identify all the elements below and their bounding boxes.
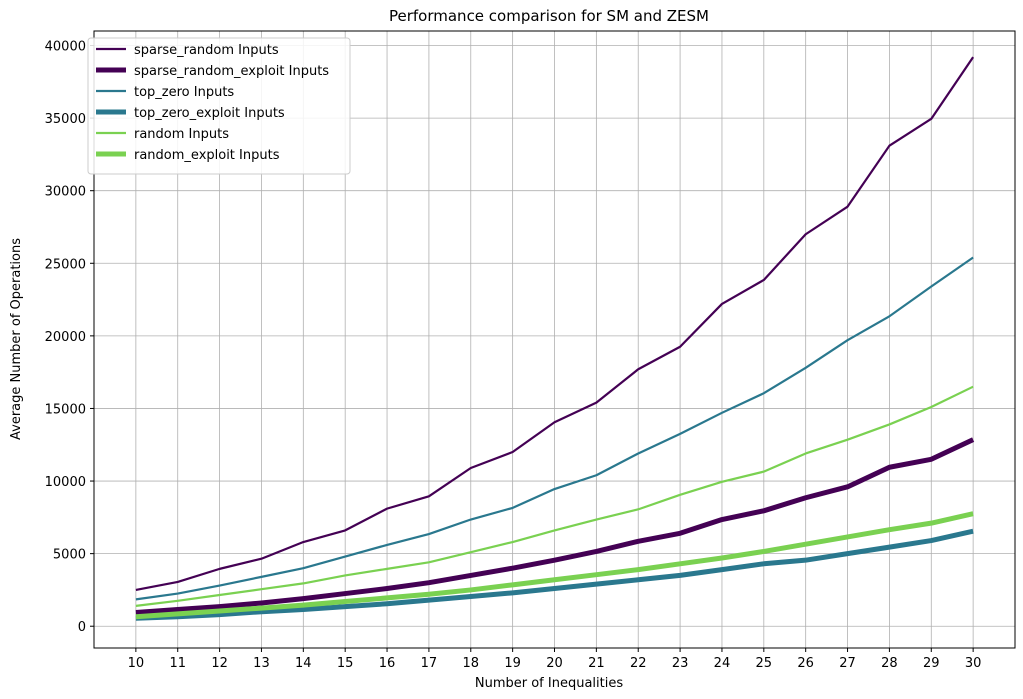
y-tick-label: 20000 xyxy=(45,330,86,345)
x-tick-label: 10 xyxy=(128,656,145,671)
x-tick-label: 25 xyxy=(756,656,773,671)
legend-box xyxy=(87,37,351,175)
x-tick-label: 22 xyxy=(630,656,647,671)
legend-label: sparse_random Inputs xyxy=(134,43,279,58)
x-tick-label: 11 xyxy=(169,656,186,671)
legend-label: sparse_random_exploit Inputs xyxy=(134,64,329,79)
x-tick-label: 18 xyxy=(462,656,479,671)
x-tick-label: 14 xyxy=(295,656,312,671)
y-tick-label: 15000 xyxy=(45,402,86,417)
y-tick-label: 35000 xyxy=(45,112,86,127)
x-tick-label: 16 xyxy=(379,656,396,671)
series-line-sparse-random-inputs xyxy=(135,56,975,592)
legend-label: top_zero Inputs xyxy=(134,85,234,100)
y-axis-label: Average Number of Operations xyxy=(9,238,24,440)
series-line-sparse-random-exploit-inputs xyxy=(135,437,975,615)
series-line-top-zero-exploit-inputs xyxy=(135,528,974,621)
x-tick-label: 28 xyxy=(881,656,898,671)
x-tick-label: 23 xyxy=(672,656,689,671)
x-tick-label: 20 xyxy=(546,656,563,671)
y-tick-label: 40000 xyxy=(45,40,86,55)
x-axis-ticks: 10 11 12 13 14 15 16 17 18 19 20 21 22 23 24 25 26 27 28 29… xyxy=(128,648,982,671)
y-axis-ticks: 0 5000 10000 15000 20000 25000 30000 35000 40000 xyxy=(45,40,94,635)
x-tick-label: 12 xyxy=(211,656,228,671)
x-tick-label: 13 xyxy=(253,656,270,671)
series-line-top-zero-inputs xyxy=(135,256,974,601)
y-tick-label: 25000 xyxy=(45,257,86,272)
y-tick-label: 30000 xyxy=(45,185,86,200)
x-tick-label: 30 xyxy=(965,656,982,671)
x-tick-label: 29 xyxy=(923,656,940,671)
x-tick-label: 19 xyxy=(504,656,521,671)
legend-label: top_zero_exploit Inputs xyxy=(134,106,285,121)
series-line-random-inputs xyxy=(135,385,974,607)
series-line-random-exploit-inputs xyxy=(135,511,974,620)
legend-label: random_exploit Inputs xyxy=(134,148,280,163)
x-tick-label: 24 xyxy=(714,656,731,671)
x-axis-label: Number of Inequalities xyxy=(475,676,623,691)
legend-label: random Inputs xyxy=(134,127,229,142)
y-tick-label: 10000 xyxy=(45,475,86,490)
y-tick-label: 0 xyxy=(78,620,86,635)
x-tick-label: 27 xyxy=(839,656,856,671)
x-tick-label: 15 xyxy=(337,656,354,671)
y-tick-label: 5000 xyxy=(53,548,86,563)
x-tick-label: 17 xyxy=(421,656,438,671)
legend: sparse_random Inputs sparse_random_exploi… xyxy=(87,37,351,175)
chart-title: Performance comparison for SM and ZESM xyxy=(389,7,709,25)
x-tick-label: 26 xyxy=(797,656,814,671)
x-tick-label: 21 xyxy=(588,656,605,671)
series-lines xyxy=(135,56,975,621)
